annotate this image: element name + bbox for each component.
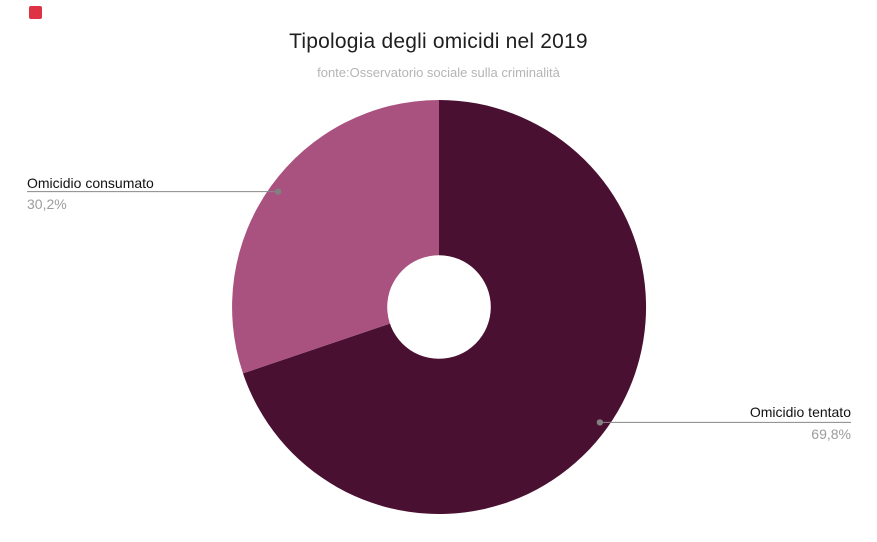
- callout-value-omicidio-consumato: 30,2%: [27, 196, 67, 212]
- chart-subtitle: fonte:Osservatorio sociale sulla crimina…: [317, 65, 560, 80]
- donut-hole: [387, 255, 491, 359]
- callout-dot-left: [274, 188, 282, 195]
- callout-label-omicidio-tentato: Omicidio tentato: [749, 404, 851, 420]
- callout-label-omicidio-consumato: Omicidio consumato: [27, 175, 154, 191]
- chart-title: Tipologia degli omicidi nel 2019: [289, 30, 588, 53]
- callout-value-omicidio-tentato: 69,8%: [811, 426, 851, 442]
- red-square-marker: [29, 6, 42, 19]
- callout-dot-right: [596, 419, 604, 426]
